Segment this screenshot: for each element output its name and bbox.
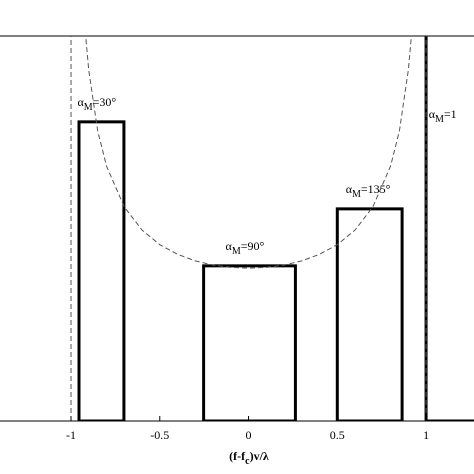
bar-label: αM=135° — [346, 182, 391, 200]
x-label-part: )v/λ — [250, 449, 269, 463]
label-rest: =90° — [241, 239, 265, 253]
label-rest: =30° — [93, 95, 117, 109]
bar — [424, 36, 474, 421]
x-tick-label: 0.5 — [330, 428, 345, 442]
plot-area — [70, 36, 474, 421]
bar — [335, 207, 404, 421]
label-sub: M — [232, 246, 241, 257]
label-sub: M — [435, 114, 444, 125]
bar-label: αM=30° — [77, 95, 116, 113]
label-symbol: α — [77, 95, 84, 109]
label-symbol: α — [429, 107, 436, 121]
x-label-part: (f-f — [229, 449, 246, 463]
bar — [77, 120, 126, 421]
label-rest: =1 — [444, 107, 457, 121]
curve — [70, 36, 427, 421]
bar — [202, 264, 297, 421]
bar-label: αM=1 — [429, 107, 457, 125]
x-tick-label: -0.5 — [150, 428, 169, 442]
x-tick-label: -1 — [66, 428, 76, 442]
x-label-sub: c — [245, 456, 250, 467]
label-symbol: α — [346, 182, 353, 196]
x-tick-label: 0 — [246, 428, 252, 442]
bar-label: αM=90° — [226, 239, 265, 257]
x-tick-label: 1 — [423, 428, 429, 442]
label-sub: M — [84, 102, 93, 113]
label-sub: M — [352, 189, 361, 200]
label-symbol: α — [226, 239, 233, 253]
x-axis-label: (f-fc)v/λ — [229, 449, 269, 467]
label-rest: =135° — [361, 182, 391, 196]
